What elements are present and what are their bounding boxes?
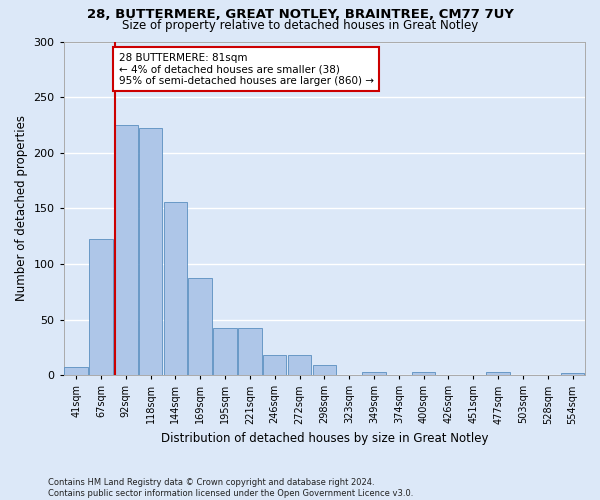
Text: 28, BUTTERMERE, GREAT NOTLEY, BRAINTREE, CM77 7UY: 28, BUTTERMERE, GREAT NOTLEY, BRAINTREE,… — [86, 8, 514, 20]
Bar — [89, 240, 113, 375]
Bar — [238, 328, 262, 375]
Y-axis label: Number of detached properties: Number of detached properties — [15, 116, 28, 302]
Bar — [362, 372, 386, 375]
Bar — [213, 328, 237, 375]
Bar — [188, 278, 212, 375]
Bar — [263, 355, 286, 375]
Text: 28 BUTTERMERE: 81sqm
← 4% of detached houses are smaller (38)
95% of semi-detach: 28 BUTTERMERE: 81sqm ← 4% of detached ho… — [119, 52, 374, 86]
Bar — [114, 125, 137, 375]
Bar — [487, 372, 510, 375]
Bar — [139, 128, 163, 375]
Bar — [164, 202, 187, 375]
X-axis label: Distribution of detached houses by size in Great Notley: Distribution of detached houses by size … — [161, 432, 488, 445]
Bar — [561, 373, 584, 375]
Bar — [64, 368, 88, 375]
Text: Contains HM Land Registry data © Crown copyright and database right 2024.
Contai: Contains HM Land Registry data © Crown c… — [48, 478, 413, 498]
Bar — [313, 365, 336, 375]
Text: Size of property relative to detached houses in Great Notley: Size of property relative to detached ho… — [122, 19, 478, 32]
Bar — [288, 355, 311, 375]
Bar — [412, 372, 436, 375]
